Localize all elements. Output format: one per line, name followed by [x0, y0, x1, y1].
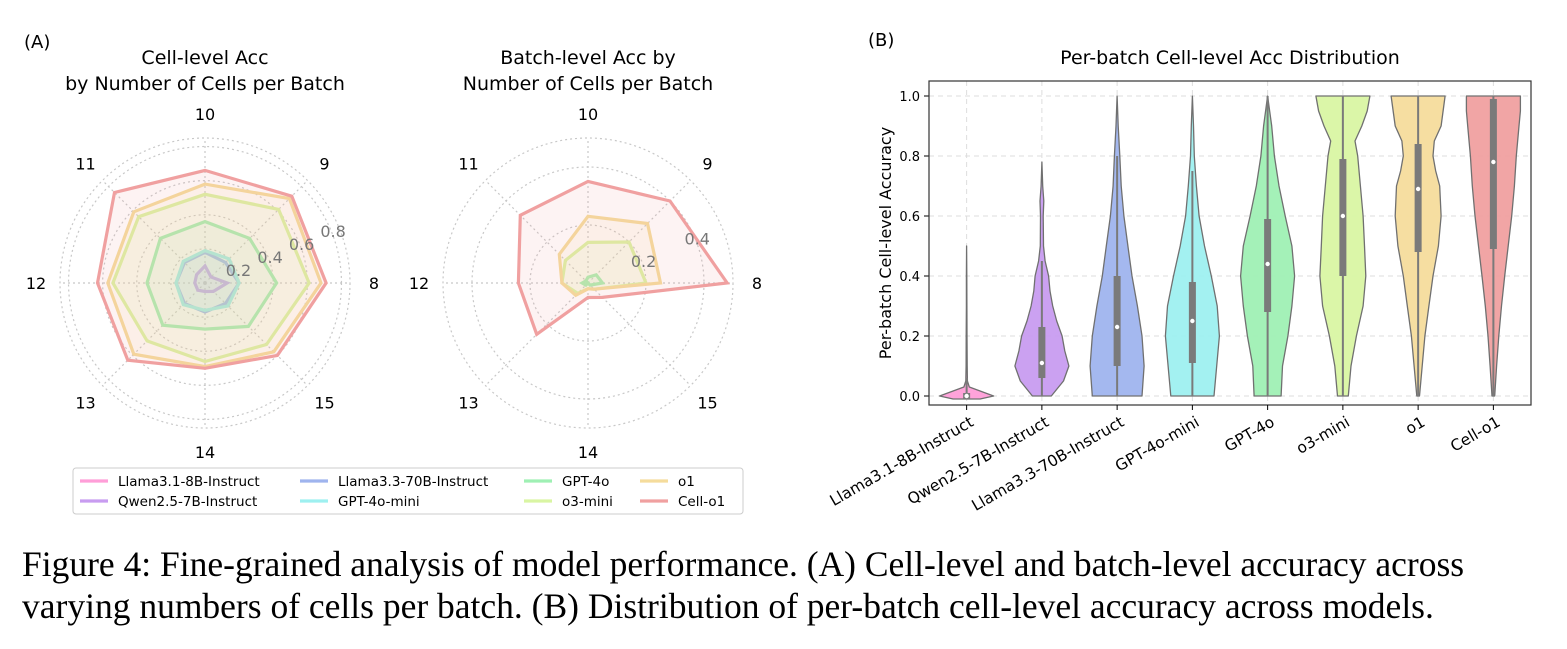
violin-y-axis-label: Per-batch Cell-level Accuracy	[876, 127, 895, 359]
violin-x-tick-label: Llama3.1-8B-Instruct	[827, 413, 977, 510]
violin-x-tick-label: GPT-4o	[1222, 413, 1278, 456]
radar-category-label: 11	[75, 154, 95, 173]
violin-y-tick-label: 0.0	[899, 390, 920, 405]
radar-spoke	[485, 282, 589, 386]
radar-series-o3-mini	[111, 192, 311, 364]
violin-y-tick-label: 0.2	[899, 330, 920, 345]
radar-r-tick-label: 0.8	[320, 222, 345, 241]
radar-category-label: 12	[26, 274, 46, 293]
violin-median-gpt-4o	[1265, 261, 1270, 267]
violin-median-llama3-1-8b-instruct	[964, 393, 969, 399]
radar-spoke	[587, 180, 691, 284]
radar-series-gpt-4o	[145, 219, 279, 331]
radar-category-label: 9	[702, 154, 712, 173]
radar-category-label: 15	[314, 394, 334, 413]
radar-r-tick-label: 0.2	[226, 261, 251, 280]
legend: Llama3.1-8B-Instruct Qwen2.5-7B-Instruct L…	[72, 467, 744, 515]
violin-y-tick-label: 0.8	[899, 150, 920, 165]
radar-spoke	[587, 282, 691, 386]
radar-category-label: 14	[195, 443, 215, 462]
legend-label: GPT-4o-mini	[338, 494, 420, 510]
batch-level-radar-chart: Batch-level Acc by Number of Cells per Ba…	[409, 47, 762, 462]
radar-spoke	[485, 180, 589, 284]
violin-median-qwen2-5-7b-instruct	[1039, 360, 1045, 366]
radar-category-label: 14	[578, 443, 598, 462]
legend-label: Llama3.1-8B-Instruct	[118, 474, 260, 490]
radar-title-line: by Number of Cells per Batch	[65, 73, 345, 95]
violin-x-tick-label: GPT-4o-mini	[1112, 413, 1202, 475]
legend-frame	[72, 467, 744, 515]
radar-series-o1	[106, 182, 323, 369]
radar-category-label: 12	[409, 274, 429, 293]
radar-r-tick-label: 0.6	[289, 235, 314, 254]
violin-median-gpt-4o-mini	[1190, 318, 1195, 324]
violin-median-cell-o1	[1491, 159, 1496, 165]
radar-series-o1	[557, 214, 663, 298]
violin-median-llama3-3-70b-instruct	[1114, 324, 1120, 330]
cell-level-radar-chart: Cell-level Acc by Number of Cells per Bat…	[26, 47, 379, 462]
violin-box-cell-o1	[1489, 99, 1497, 249]
caption-line-2: varying numbers of cells per batch. (B) …	[22, 586, 1434, 626]
radar-spoke	[102, 282, 206, 386]
violin-x-tick-label: o1	[1402, 413, 1428, 438]
violin-median-o3-mini	[1340, 213, 1346, 219]
legend-label: Llama3.3-70B-Instruct	[338, 474, 488, 490]
radar-category-label: 10	[578, 105, 598, 124]
radar-title-line: Batch-level Acc by	[500, 47, 676, 69]
radar-spoke	[204, 282, 308, 386]
radar-grid-circle	[59, 137, 351, 429]
radar-series-cell-o1	[95, 168, 328, 370]
radar-r-tick-label: 0.2	[631, 252, 656, 271]
violin-median-o1	[1415, 186, 1421, 192]
radar-title-line: Cell-level Acc	[141, 47, 268, 69]
figure-caption: Figure 4: Fine-grained analysis of model…	[22, 543, 1552, 627]
radar-category-label: 10	[195, 105, 215, 124]
radar-category-label: 13	[458, 394, 478, 413]
violin-box-llama3-3-70b-instruct	[1113, 276, 1121, 366]
violin-y-tick-label: 1.0	[899, 90, 920, 105]
radar-series-qwen2-5-7b-instruct	[193, 263, 231, 294]
radar-category-label: 9	[319, 154, 329, 173]
violin-chart-title: Per-batch Cell-level Acc Distribution	[1060, 47, 1400, 69]
radar-r-tick-label: 0.4	[684, 230, 709, 249]
legend-label: Cell-o1	[678, 494, 725, 510]
violin-llama3-1-8b-instruct	[938, 245, 995, 400]
radar-spoke	[102, 180, 206, 284]
violin-box-qwen2-5-7b-instruct	[1038, 327, 1046, 378]
radar-series-cell-o1	[516, 179, 731, 337]
radar-grid-circle	[442, 137, 734, 429]
radar-r-tick-label: 0.4	[257, 248, 282, 267]
legend-label: o3-mini	[562, 494, 613, 510]
radar-category-label: 11	[458, 154, 478, 173]
legend-label: GPT-4o	[562, 474, 609, 490]
legend-label: o1	[678, 474, 695, 490]
legend-label: Qwen2.5-7B-Instruct	[118, 494, 257, 510]
violin-y-tick-label: 0.4	[899, 270, 920, 285]
panel-a-label: (A)	[24, 32, 50, 53]
figure: (A) (B) Cell-level Acc by Number of Cells…	[24, 30, 1532, 515]
radar-grid-circle	[136, 214, 274, 352]
radar-category-label: 13	[75, 394, 95, 413]
violin-x-tick-label: o3-mini	[1293, 413, 1353, 458]
radar-title-line: Number of Cells per Batch	[463, 73, 713, 95]
radar-category-label: 15	[697, 394, 717, 413]
radar-category-label: 8	[369, 274, 379, 293]
radar-category-label: 8	[752, 274, 762, 293]
radar-series-gpt-4o-mini	[174, 248, 241, 312]
violin-x-tick-label: Cell-o1	[1447, 413, 1503, 456]
caption-line-1: Figure 4: Fine-grained analysis of model…	[22, 544, 1465, 584]
violin-y-tick-label: 0.6	[899, 210, 920, 225]
violin-chart: Per-batch Cell-level Acc Distribution 0.0…	[827, 47, 1532, 515]
panel-b-label: (B)	[868, 30, 894, 51]
violin-axes-frame	[928, 80, 1532, 406]
violin-box-o1	[1414, 144, 1422, 252]
radar-series-gpt-4o	[578, 272, 606, 288]
